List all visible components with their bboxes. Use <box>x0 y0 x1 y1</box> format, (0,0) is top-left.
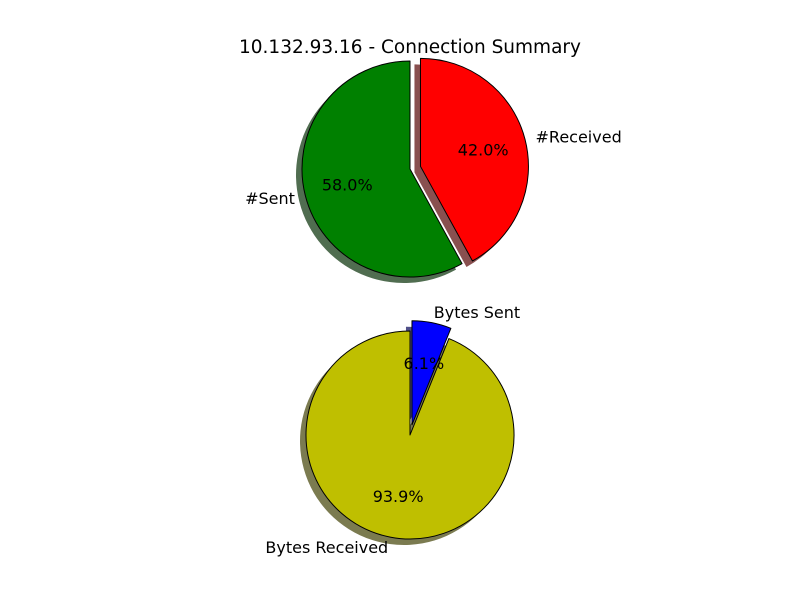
slice-label-bytes-sent: Bytes Sent <box>434 303 520 322</box>
slice-label-received: #Received <box>536 127 622 146</box>
pct-label-bytes-sent: 6.1% <box>404 354 445 373</box>
slice-bytes-sent <box>411 320 452 426</box>
slice-label-bytes-received: Bytes Received <box>265 538 388 557</box>
bytes-pie: 93.9% Bytes Received 6.1% Bytes Sent <box>265 303 520 557</box>
connection-count-pie: 58.0% #Sent 42.0% #Received <box>245 57 622 283</box>
slice-received <box>419 57 529 262</box>
pct-label-bytes-received: 93.9% <box>373 487 424 506</box>
figure-title: 10.132.93.16 - Connection Summary <box>239 37 581 58</box>
slice-bytes-received <box>305 330 515 540</box>
slice-label-sent: #Sent <box>245 189 295 208</box>
pct-label-sent: 58.0% <box>322 176 373 195</box>
pct-label-received: 42.0% <box>458 141 509 160</box>
slice-sent <box>301 60 463 278</box>
